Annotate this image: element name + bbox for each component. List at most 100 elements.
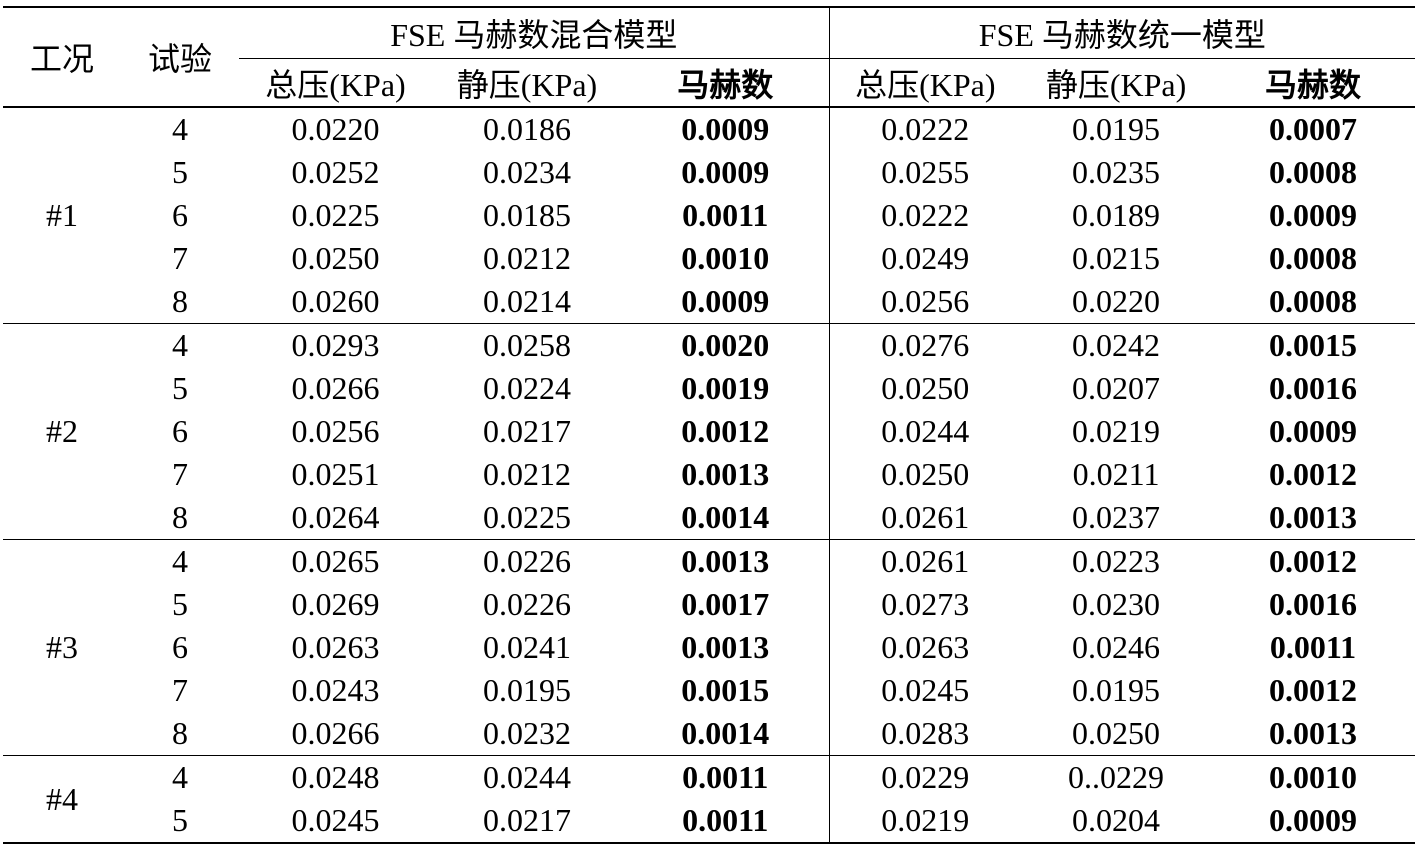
uni-total-pressure-cell: 0.0219 — [829, 799, 1022, 844]
uni-mach-cell: 0.0008 — [1269, 240, 1358, 276]
uni-static-pressure-cell: 0.0195 — [1072, 111, 1161, 147]
trial-cell: 5 — [172, 370, 188, 406]
mix-mach-cell: 0.0009 — [622, 280, 830, 324]
trial-cell: 6 — [172, 629, 188, 665]
uni-mach-cell: 0.0009 — [1269, 413, 1358, 449]
mix-mach-cell: 0.0020 — [622, 323, 830, 367]
uni-total-pressure-cell: 0.0256 — [881, 283, 970, 319]
table-row: 7 0.0251 0.0212 0.0013 0.0250 0.0211 0.0012 — [3, 453, 1415, 496]
mix-static-pressure-cell: 0.0225 — [483, 499, 571, 535]
trial-cell: 4 — [121, 755, 239, 799]
uni-static-pressure-cell: 0.0235 — [1072, 154, 1161, 190]
mix-total-pressure-cell: 0.0250 — [291, 240, 380, 276]
uni-mach-cell: 0.0007 — [1269, 111, 1358, 147]
mix-total-pressure-cell: 0.0248 — [239, 755, 432, 799]
uni-static-pressure-cell: 0.0189 — [1072, 197, 1161, 233]
mix-static-pressure-cell: 0.0241 — [483, 629, 571, 665]
mix-static-pressure-cell: 0.0232 — [483, 715, 571, 751]
mix-mach-cell: 0.0012 — [622, 410, 830, 453]
mix-static-pressure-cell: 0.0195 — [483, 672, 571, 708]
mix-mach-cell: 0.0013 — [622, 453, 830, 496]
uni-total-pressure-cell: 0.0249 — [881, 240, 970, 276]
trial-cell: 5 — [172, 154, 188, 190]
condition-cell: #4 — [3, 755, 121, 844]
mix-mach-cell: 0.0011 — [622, 799, 830, 844]
condition-cell: #2 — [3, 323, 121, 540]
mix-total-pressure-cell: 0.0243 — [291, 672, 380, 708]
table-row: 6 0.0256 0.0217 0.0012 0.0244 0.0219 0.0009 — [3, 410, 1415, 453]
mix-static-pressure-cell: 0.0234 — [483, 154, 571, 190]
trial-cell: 5 — [121, 799, 239, 844]
trial-cell: 8 — [172, 499, 188, 535]
header-group-unified-model: FSE 马赫数统一模型 — [829, 6, 1416, 59]
uni-total-pressure-cell: 0.0222 — [881, 111, 970, 147]
mix-total-pressure-cell: 0.0269 — [291, 586, 380, 622]
uni-total-pressure-cell: 0.0255 — [881, 154, 970, 190]
table-row: 5 0.0266 0.0224 0.0019 0.0250 0.0207 0.0016 — [3, 367, 1415, 410]
uni-mach-cell: 0.0010 — [1211, 755, 1416, 799]
mix-total-pressure-cell: 0.0266 — [291, 370, 380, 406]
trial-cell: 7 — [172, 456, 188, 492]
header-mix-total-pressure: 总压(KPa) — [239, 58, 432, 108]
uni-mach-cell: 0.0011 — [1269, 629, 1357, 665]
header-uni-total-pressure: 总压(KPa) — [829, 58, 1022, 108]
uni-total-pressure-cell: 0.0261 — [829, 539, 1022, 583]
uni-static-pressure-cell: 0.0215 — [1072, 240, 1161, 276]
mix-total-pressure-cell: 0.0220 — [291, 111, 380, 147]
uni-mach-cell: 0.0009 — [1269, 197, 1358, 233]
uni-static-pressure-cell: 0.0250 — [1072, 715, 1161, 751]
condition-cell: #1 — [46, 197, 78, 233]
table-row: 8 0.0266 0.0232 0.0014 0.0283 0.0250 0.0013 — [3, 712, 1415, 756]
uni-mach-cell: 0.0008 — [1269, 283, 1358, 319]
mix-total-pressure-cell: 0.0293 — [239, 323, 432, 367]
uni-mach-cell: 0.0012 — [1269, 456, 1358, 492]
mix-total-pressure-cell: 0.0252 — [291, 154, 380, 190]
mix-static-pressure-cell: 0.0214 — [483, 283, 571, 319]
uni-static-pressure-cell: 0.0237 — [1072, 499, 1161, 535]
mix-total-pressure-cell: 0.0256 — [291, 413, 380, 449]
mix-total-pressure-cell: 0.0260 — [291, 283, 380, 319]
condition-cell: #3 — [3, 539, 121, 756]
uni-mach-cell: 0.0016 — [1269, 370, 1358, 406]
mix-mach-cell: 0.0013 — [622, 626, 830, 669]
table-row: 8 0.0260 0.0214 0.0009 0.0256 0.0220 0.0008 — [3, 280, 1415, 324]
mix-total-pressure-cell: 0.0265 — [239, 539, 432, 583]
uni-static-pressure-cell: 0.0246 — [1072, 629, 1161, 665]
mix-mach-cell: 0.0009 — [622, 107, 830, 151]
mix-total-pressure-cell: 0.0225 — [291, 197, 380, 233]
header-uni-mach: 马赫数 — [1211, 58, 1416, 108]
header-mix-static-pressure: 静压(KPa) — [432, 58, 622, 108]
trial-cell: 7 — [172, 240, 188, 276]
header-uni-static-pressure: 静压(KPa) — [1021, 58, 1212, 108]
trial-cell: 7 — [172, 672, 188, 708]
table-row: 6 0.0263 0.0241 0.0013 0.0263 0.0246 0.0011 — [3, 626, 1415, 669]
trial-cell: 4 — [172, 111, 188, 147]
table-body: #1 4 0.0220 0.0186 0.0009 0.0222 0.0195 0.0007 5… — [3, 107, 1416, 844]
trial-cell: 4 — [121, 539, 239, 583]
uni-static-pressure-cell: 0.0230 — [1072, 586, 1161, 622]
uni-mach-cell: 0.0012 — [1269, 672, 1358, 708]
mix-static-pressure-cell: 0.0185 — [483, 197, 571, 233]
uni-mach-cell: 0.0013 — [1269, 715, 1358, 751]
uni-total-pressure-cell: 0.0283 — [881, 715, 970, 751]
trial-cell: 8 — [172, 283, 188, 319]
mix-static-pressure-cell: 0.0258 — [432, 323, 622, 367]
uni-mach-cell: 0.0008 — [1269, 154, 1358, 190]
table-row: 5 0.0252 0.0234 0.0009 0.0255 0.0235 0.0008 — [3, 151, 1415, 194]
mix-static-pressure-cell: 0.0224 — [483, 370, 571, 406]
mix-mach-cell: 0.0019 — [622, 367, 830, 410]
mix-mach-cell: 0.0014 — [622, 712, 830, 756]
header-trial: 试验 — [121, 6, 239, 108]
mix-static-pressure-cell: 0.0186 — [483, 111, 571, 147]
mix-static-pressure-cell: 0.0226 — [432, 539, 622, 583]
mix-static-pressure-cell: 0.0244 — [432, 755, 622, 799]
uni-total-pressure-cell: 0.0250 — [881, 370, 970, 406]
uni-static-pressure-cell: 0..0229 — [1021, 755, 1212, 799]
table-row: 8 0.0264 0.0225 0.0014 0.0261 0.0237 0.0013 — [3, 496, 1415, 540]
trial-cell: 4 — [121, 323, 239, 367]
uni-mach-cell: 0.0015 — [1211, 323, 1416, 367]
table-row: 7 0.0250 0.0212 0.0010 0.0249 0.0215 0.0008 — [3, 237, 1415, 280]
uni-total-pressure-cell: 0.0276 — [829, 323, 1022, 367]
uni-mach-cell: 0.0009 — [1211, 799, 1416, 844]
uni-total-pressure-cell: 0.0261 — [881, 499, 970, 535]
